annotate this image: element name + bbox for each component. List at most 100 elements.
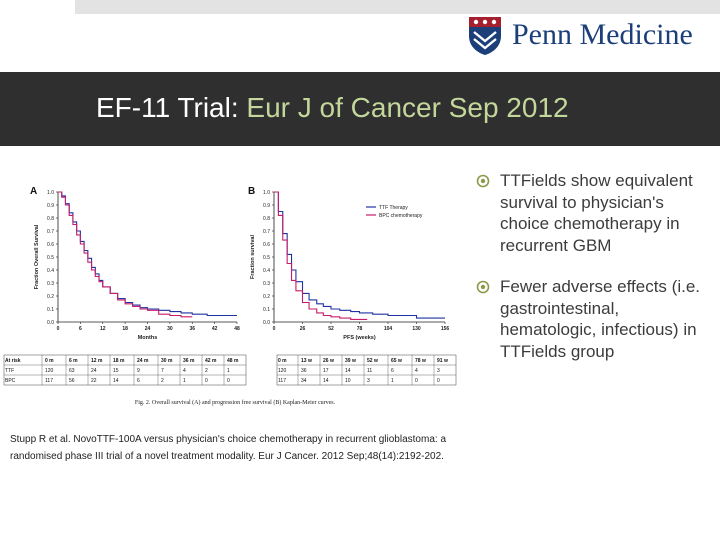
y-tick-label: 0.8 (263, 216, 270, 222)
circle-bullet-icon (476, 280, 490, 294)
logo-text: Penn Medicine (512, 18, 693, 51)
at-risk-cell: 0 (227, 378, 230, 384)
at-risk-header-cell: 18 m (113, 358, 125, 364)
at-risk-cell: 0 (437, 378, 440, 384)
panel-label: A (30, 186, 37, 197)
at-risk-cell: 11 (367, 368, 372, 374)
at-risk-header-cell: 42 m (205, 358, 217, 364)
y-tick-label: 0.8 (47, 216, 54, 222)
at-risk-cell: 4 (183, 368, 186, 374)
y-tick-label: 0.9 (263, 203, 270, 209)
at-risk-header-cell: 52 w (367, 358, 378, 364)
bullet-item: TTFields show equivalent survival to phy… (476, 170, 716, 256)
at-risk-cell: 120 (45, 368, 54, 374)
bullet-list: TTFields show equivalent survival to phy… (476, 170, 716, 382)
at-risk-cell: 56 (69, 378, 75, 384)
at-risk-cell: 0 (415, 378, 418, 384)
x-axis-label: PFS (weeks) (343, 335, 376, 341)
at-risk-header-cell: 13 w (301, 358, 312, 364)
at-risk-cell: 10 (345, 378, 351, 384)
legend-label: TTF Therapy (379, 205, 408, 211)
y-tick-label: 0.7 (47, 229, 54, 235)
bullet-text: Fewer adverse effects (i.e. gastrointest… (500, 277, 700, 361)
at-risk-header-cell: At risk (5, 358, 21, 364)
at-risk-cell: 0 (205, 378, 208, 384)
y-tick-label: 0.2 (47, 294, 54, 300)
at-risk-header-cell: 78 w (415, 358, 426, 364)
title-band: EF-11 Trial: Eur J of Cancer Sep 2012 (0, 72, 720, 146)
at-risk-table-border (3, 354, 247, 386)
x-tick-label: 24 (145, 326, 151, 332)
y-tick-label: 0.4 (263, 268, 270, 274)
y-tick-label: 0.5 (47, 255, 54, 261)
survival-curve-ttf (274, 191, 445, 319)
kaplan-meier-svg: A0.00.10.20.30.40.50.60.70.80.91.00 6 12 18… (3, 186, 457, 406)
at-risk-header-cell: 6 m (69, 358, 78, 364)
at-risk-cell: 36 (301, 368, 307, 374)
at-risk-cell: 22 (91, 378, 97, 384)
at-risk-header-cell: 12 m (91, 358, 103, 364)
figure-caption: Fig. 2. Overall survival (A) and progres… (135, 399, 336, 406)
y-tick-label: 0.0 (263, 320, 270, 326)
at-risk-cell: 9 (137, 368, 140, 374)
y-tick-label: 1.0 (263, 190, 270, 196)
at-risk-cell: 7 (161, 368, 164, 374)
x-tick-label: 30 (167, 326, 173, 332)
at-risk-header-cell: 48 m (227, 358, 239, 364)
y-tick-label: 0.5 (263, 255, 270, 261)
at-risk-cell: 14 (345, 368, 351, 374)
x-tick-label: 18 (122, 326, 128, 332)
x-tick-label: 156 (441, 326, 450, 332)
at-risk-cell: 63 (69, 368, 75, 374)
y-tick-label: 0.2 (263, 294, 270, 300)
at-risk-cell: 3 (437, 368, 440, 374)
at-risk-cell: 3 (367, 378, 370, 384)
survival-curve-bpc (58, 191, 193, 318)
x-tick-label: 0 (57, 326, 60, 332)
y-tick-label: 1.0 (47, 190, 54, 196)
at-risk-cell: 1 (391, 378, 394, 384)
at-risk-header-cell: 39 w (345, 358, 356, 364)
at-risk-cell: 117 (45, 378, 53, 384)
x-tick-label: 48 (234, 326, 240, 332)
title-main: EF-11 Trial: (96, 92, 239, 123)
at-risk-header-cell: 0 m (45, 358, 54, 364)
at-risk-table-border (276, 354, 457, 386)
y-tick-label: 0.4 (47, 268, 54, 274)
x-tick-label: 130 (412, 326, 421, 332)
at-risk-cell: 2 (161, 378, 164, 384)
y-tick-label: 0.1 (47, 307, 54, 313)
at-risk-cell: 1 (183, 378, 186, 384)
at-risk-header-cell: 0 m (278, 358, 287, 364)
panel-label: B (248, 186, 255, 197)
at-risk-cell: 120 (278, 368, 287, 374)
kaplan-meier-figure: A 0.0 0.1 0.2 0.3 0.4 0.5 0.6 0.7 0.8 0.9 1.0 0 6 12 18… (0, 180, 470, 420)
x-tick-label: 104 (384, 326, 393, 332)
bullet-item: Fewer adverse effects (i.e. gastrointest… (476, 276, 716, 362)
at-risk-cell: 24 (91, 368, 97, 374)
y-tick-label: 0.3 (263, 281, 270, 287)
x-tick-label: 36 (189, 326, 195, 332)
x-tick-label: 52 (328, 326, 334, 332)
at-risk-header-cell: 91 w (437, 358, 448, 364)
penn-shield-icon (469, 17, 501, 55)
at-risk-header-cell: 36 m (183, 358, 195, 364)
penn-medicine-logo: Penn Medicine (468, 16, 718, 58)
at-risk-cell: 15 (113, 368, 119, 374)
y-tick-label: 0.1 (263, 307, 270, 313)
x-tick-label: 78 (357, 326, 363, 332)
x-tick-label: 6 (79, 326, 82, 332)
y-tick-label: 0.9 (47, 203, 54, 209)
at-risk-header-cell: 26 w (323, 358, 334, 364)
at-risk-cell: 14 (323, 378, 329, 384)
slide-title: EF-11 Trial: Eur J of Cancer Sep 2012 (96, 92, 569, 124)
at-risk-cell: 4 (415, 368, 418, 374)
at-risk-cell: TTF (5, 368, 14, 374)
y-axis-label: Fraction survival (250, 235, 256, 279)
y-axis-label: Fraction Overall Survival (34, 224, 40, 289)
at-risk-cell: 6 (391, 368, 394, 374)
y-tick-label: 0.7 (263, 229, 270, 235)
y-tick-label: 0.3 (47, 281, 54, 287)
at-risk-cell: 34 (301, 378, 307, 384)
x-tick-label: 42 (212, 326, 218, 332)
